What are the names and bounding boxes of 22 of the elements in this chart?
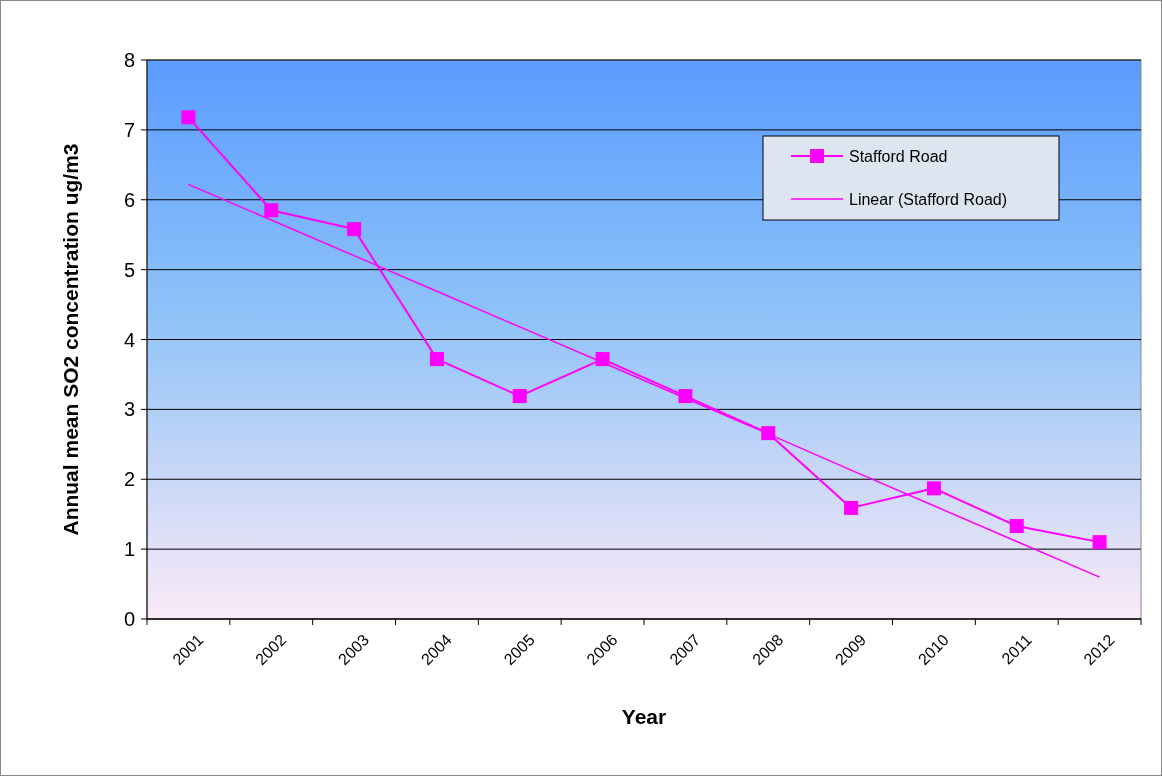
x-axis-title: Year (621, 705, 667, 728)
point (512, 389, 527, 404)
legend-label: Linear (Stafford Road) (849, 190, 1008, 208)
y-tick-label: 3 (123, 398, 135, 421)
y-axis-title: Annual mean SO2 concentration ug/m3 (59, 143, 82, 536)
y-tick-label: 5 (123, 258, 135, 281)
point (264, 203, 279, 218)
legend-label: Stafford Road (849, 147, 948, 165)
y-tick-label: 0 (123, 608, 135, 630)
point (1009, 519, 1024, 534)
y-tick-label: 6 (123, 188, 135, 211)
y-tick-label: 2 (123, 468, 135, 491)
y-tick-label: 1 (123, 538, 135, 561)
point (181, 110, 196, 125)
y-tick-label: 4 (123, 328, 135, 351)
y-tick-label: 7 (123, 118, 135, 141)
point (926, 481, 941, 496)
point (429, 352, 444, 367)
point (844, 500, 859, 515)
y-tick-label: 8 (123, 49, 135, 71)
point (1092, 535, 1107, 550)
point (347, 222, 362, 237)
